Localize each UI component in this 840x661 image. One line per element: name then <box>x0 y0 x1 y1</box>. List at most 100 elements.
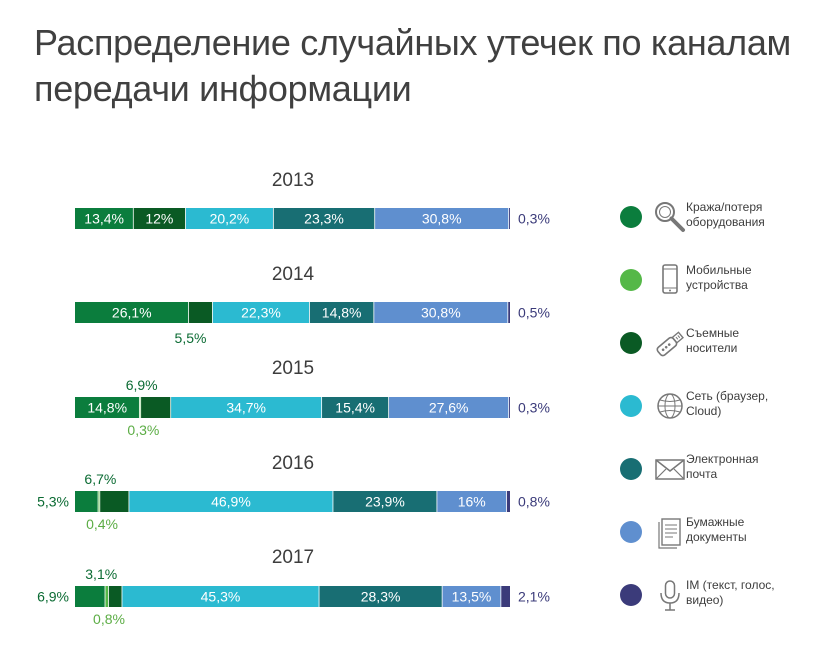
bar-segment-removable-2014 <box>188 302 213 323</box>
legend-label-line: Кража/потеря <box>686 200 763 214</box>
data-label-im-2016: 0,8% <box>518 494 550 510</box>
bar-segment-email-2016 <box>332 491 437 512</box>
bar-segment-network-2013 <box>185 208 274 229</box>
bar-segment-im-2015 <box>508 397 510 418</box>
data-label-im-2014: 0,5% <box>518 305 550 321</box>
legend-label-line: оборудования <box>686 215 765 229</box>
legend-label-line: почта <box>686 467 718 481</box>
data-label-theft-2017: 6,9% <box>37 589 69 605</box>
data-label-removable-2017: 3,1% <box>85 566 117 582</box>
bar-segment-removable-2017 <box>108 586 122 607</box>
legend-label-line: Мобильные <box>686 263 752 277</box>
data-label-paper-2017: 13,5% <box>452 589 492 605</box>
bar-segment-removable-2013 <box>133 208 186 229</box>
legend-label-theft: Кража/потеря оборудования <box>686 200 796 230</box>
legend-label-line: Cloud) <box>686 404 722 418</box>
bar-segment-paper-2015 <box>388 397 509 418</box>
data-label-mobile-2016: 0,4% <box>86 516 118 532</box>
envelope-icon <box>650 450 690 490</box>
legend-label-line: Бумажные <box>686 515 745 529</box>
legend-label-line: документы <box>686 530 747 544</box>
bar-segment-im-2017 <box>500 586 510 607</box>
legend-label-line: Съемные <box>686 326 740 340</box>
data-label-email-2013: 23,3% <box>304 211 344 227</box>
bar-segment-email-2013 <box>273 208 375 229</box>
bar-segment-mobile-2015 <box>139 397 141 418</box>
data-label-email-2017: 28,3% <box>361 589 401 605</box>
legend-label-removable: Съемные носители <box>686 326 796 356</box>
bar-segment-email-2014 <box>309 302 374 323</box>
stacked-bar-chart: 2013 13,4% 12% 20,2% 23,3% 30,8% 0,3% 2014 26,1%… <box>37 170 550 627</box>
data-label-removable-2014: 5,5% <box>175 330 207 346</box>
year-label-2017: 2017 <box>272 547 314 568</box>
legend-label-line: носители <box>686 341 738 355</box>
year-label-2015: 2015 <box>272 358 314 379</box>
legend-label-network: Сеть (браузер, Cloud) <box>686 389 796 419</box>
bar-segment-theft-2015 <box>75 397 140 418</box>
legend-label-line: Электронная <box>686 452 759 466</box>
data-label-network-2013: 20,2% <box>210 211 250 227</box>
magnifier-icon <box>650 198 690 238</box>
data-label-im-2013: 0,3% <box>518 211 550 227</box>
bar-segment-im-2014 <box>507 302 510 323</box>
bar-segment-network-2015 <box>170 397 322 418</box>
data-label-removable-2013: 12% <box>145 211 173 227</box>
legend-swatch-paper <box>620 521 642 543</box>
chart-title-line-2: передачи информации <box>34 68 412 109</box>
chart-title-line-1: Распределение случайных утечек по канала… <box>34 22 792 63</box>
bar-segment-theft-2016 <box>75 491 99 512</box>
bar-segment-paper-2016 <box>436 491 507 512</box>
bar-segment-network-2014 <box>212 302 310 323</box>
bar-segment-mobile-2016 <box>98 491 100 512</box>
year-label-2016: 2016 <box>272 453 314 474</box>
data-label-email-2016: 23,9% <box>365 494 405 510</box>
bar-segment-theft-2014 <box>75 302 189 323</box>
legend-label-line: IM (текст, голос, <box>686 578 775 592</box>
bar-segment-network-2016 <box>128 491 333 512</box>
globe-icon <box>650 387 690 427</box>
legend-label-line: Сеть (браузер, <box>686 389 769 403</box>
data-label-paper-2013: 30,8% <box>422 211 462 227</box>
data-label-network-2015: 34,7% <box>226 400 266 416</box>
data-label-network-2017: 45,3% <box>201 589 241 605</box>
data-label-im-2017: 2,1% <box>518 589 550 605</box>
year-label-2014: 2014 <box>272 264 315 285</box>
bar-segment-paper-2014 <box>373 302 508 323</box>
data-label-paper-2016: 16% <box>458 494 486 510</box>
legend-swatch-mobile <box>620 269 642 291</box>
data-label-theft-2014: 26,1% <box>112 305 152 321</box>
bar-segment-theft-2017 <box>75 586 106 607</box>
bar-segment-theft-2013 <box>75 208 134 229</box>
data-label-theft-2015: 14,8% <box>87 400 127 416</box>
legend-label-paper: Бумажные документы <box>686 515 796 545</box>
bar-segment-im-2016 <box>506 491 510 512</box>
legend-swatch-network <box>620 395 642 417</box>
smartphone-icon <box>650 261 690 301</box>
legend-swatch-theft <box>620 206 642 228</box>
data-label-theft-2013: 13,4% <box>84 211 124 227</box>
data-label-paper-2015: 27,6% <box>429 400 469 416</box>
data-label-removable-2015: 6,9% <box>126 377 158 393</box>
data-label-theft-2016: 5,3% <box>37 494 69 510</box>
data-label-mobile-2015: 0,3% <box>127 422 159 438</box>
chart-title: Распределение случайных утечек по канала… <box>34 20 824 112</box>
bar-segment-im-2013 <box>508 208 510 229</box>
legend-label-mobile: Мобильные устройства <box>686 263 796 293</box>
bar-segment-email-2015 <box>321 397 389 418</box>
microphone-icon <box>650 576 690 616</box>
legend-label-line: устройства <box>686 278 748 292</box>
data-label-paper-2014: 30,8% <box>421 305 461 321</box>
data-label-network-2014: 22,3% <box>241 305 281 321</box>
year-label-2013: 2013 <box>272 170 314 191</box>
legend-label-email: Электронная почта <box>686 452 796 482</box>
data-label-email-2014: 14,8% <box>322 305 362 321</box>
legend-swatch-im <box>620 584 642 606</box>
bar-segment-removable-2015 <box>140 397 171 418</box>
legend-swatch-removable <box>620 332 642 354</box>
bar-segment-removable-2016 <box>99 491 129 512</box>
data-label-network-2016: 46,9% <box>211 494 251 510</box>
legend-label-line: видео) <box>686 593 724 607</box>
document-icon <box>650 513 690 553</box>
data-label-im-2015: 0,3% <box>518 400 550 416</box>
usb-icon <box>650 324 690 364</box>
